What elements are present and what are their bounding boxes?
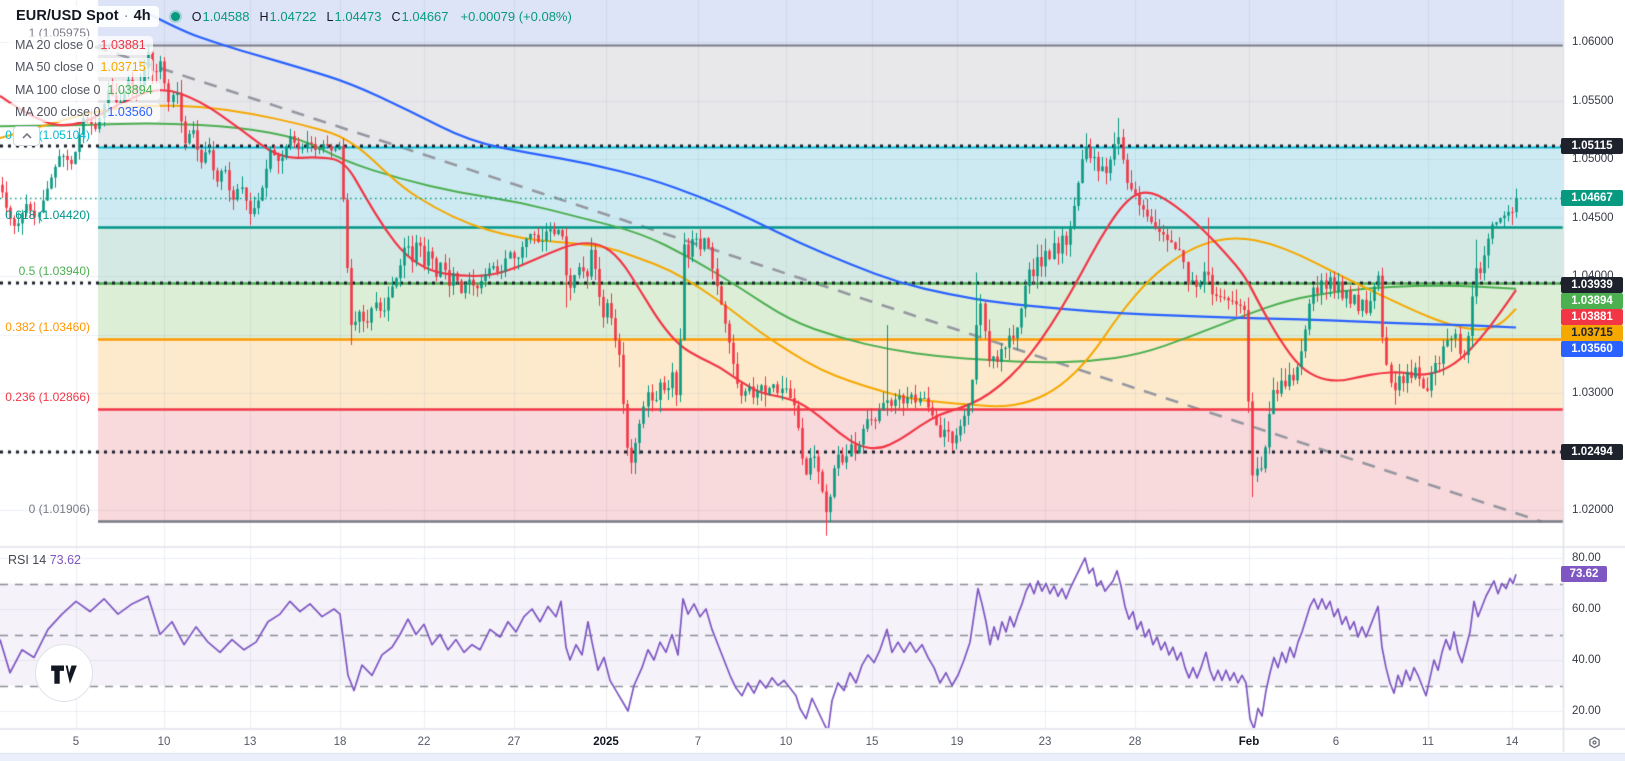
time-axis-label: Feb [1238, 736, 1260, 748]
price-axis-badge: 1.03560 [1561, 341, 1623, 357]
ma-legend-row[interactable]: MA 100 close 0 1.03894 [8, 81, 160, 100]
fib-level-label: 0.618 (1.04420) [5, 207, 90, 222]
price-axis-badge: 1.02494 [1561, 444, 1623, 461]
ma-legend-row[interactable]: MA 50 close 0 1.03715 [8, 58, 153, 77]
rsi-tick-label: 80.00 [1572, 552, 1601, 564]
fib-level-label: 0.5 (1.03940) [18, 264, 90, 279]
time-axis-label: 7 [694, 736, 702, 748]
price-axis-badge: 1.05115 [1561, 137, 1623, 154]
ma-value: 1.03881 [100, 38, 146, 52]
ma-legend-row[interactable]: MA 20 close 0 1.03881 [8, 36, 153, 55]
price-tick-label: 1.05500 [1572, 94, 1614, 107]
ohlc-item: O1.04588 [191, 9, 250, 24]
ohlc-item: L1.04473 [326, 9, 382, 24]
ohlc-item: H1.04722 [259, 9, 317, 24]
rsi-value: 73.62 [49, 553, 81, 567]
time-axis-label: 10 [779, 736, 793, 748]
fib-level-label: 0.236 (1.02866) [5, 389, 90, 404]
time-axis-label: 23 [1038, 736, 1052, 748]
time-axis-label: 13 [243, 736, 257, 748]
price-tick-label: 1.03000 [1572, 387, 1614, 399]
rsi-tick-label: 60.00 [1572, 603, 1601, 615]
ohlc-item: C1.04667 [391, 9, 449, 24]
time-axis-label: 15 [865, 736, 879, 748]
time-axis-label: 19 [950, 736, 964, 748]
rsi-axis-badge: 73.62 [1561, 566, 1607, 583]
tradingview-logo-icon [51, 665, 77, 684]
ma-legend-row[interactable]: MA 200 close 0 1.03560 [8, 103, 160, 122]
price-change: +0.00079 (+0.08%) [460, 9, 572, 24]
fib-level-label: 0.382 (1.03460) [5, 320, 90, 335]
time-axis-label: 11 [1422, 736, 1434, 748]
ma-label: MA 200 close 0 [15, 105, 101, 119]
chevron-up-icon [21, 133, 32, 139]
price-axis-badge: 1.03894 [1561, 293, 1623, 309]
time-axis-label: 28 [1128, 736, 1142, 748]
price-tick-label: 1.05000 [1572, 153, 1614, 165]
price-tick-label: 1.04500 [1572, 211, 1614, 224]
price-axis-badge: 1.04667 [1561, 189, 1623, 206]
time-axis-label: 27 [507, 736, 521, 748]
tradingview-logo[interactable] [35, 644, 93, 702]
time-axis-label: 10 [157, 736, 171, 748]
settings-gear-icon[interactable] [1587, 735, 1602, 755]
price-axis-badge: 1.03939 [1561, 277, 1623, 293]
ma-label: MA 100 close 0 [15, 83, 101, 97]
symbol-legend: EUR/USD Spot · 4h O1.04588 H1.04722 L1.044… [8, 6, 572, 27]
symbol-separator: · [123, 8, 129, 24]
ma-value: 1.03560 [107, 105, 153, 119]
price-tick-label: 1.06000 [1572, 36, 1614, 48]
time-axis-label: 14 [1505, 736, 1519, 748]
interval-label: 4h [133, 8, 151, 24]
rsi-legend: RSI 14 73.62 [8, 553, 81, 567]
time-axis-label: 22 [417, 736, 431, 748]
fib-level-label: 0 (1.01906) [28, 501, 90, 516]
time-axis-label: 18 [333, 736, 347, 748]
rsi-title: RSI 14 [8, 553, 47, 567]
rsi-tick-label: 20.00 [1572, 705, 1601, 717]
rsi-tick-label: 40.00 [1572, 654, 1601, 666]
symbol-name: EUR/USD Spot [16, 8, 119, 24]
price-tick-label: 1.02000 [1572, 504, 1614, 516]
ma-value: 1.03894 [107, 83, 153, 97]
symbol-title[interactable]: EUR/USD Spot · 4h [8, 6, 159, 27]
time-axis-label: 2025 [593, 736, 619, 748]
price-axis-badge: 1.03715 [1561, 325, 1623, 341]
time-axis-label: 6 [1332, 736, 1340, 748]
price-axis-badge: 1.03881 [1561, 309, 1623, 325]
ma-label: MA 50 close 0 [15, 60, 94, 74]
ma-value: 1.03715 [100, 60, 146, 74]
ma-label: MA 20 close 0 [15, 38, 94, 52]
time-axis-label: 5 [72, 736, 80, 748]
ohlc-values: O1.04588 H1.04722 L1.04473 C1.04667 +0.0007… [192, 9, 572, 24]
collapse-legend-button[interactable] [13, 126, 40, 146]
market-open-dot-icon [170, 12, 180, 21]
